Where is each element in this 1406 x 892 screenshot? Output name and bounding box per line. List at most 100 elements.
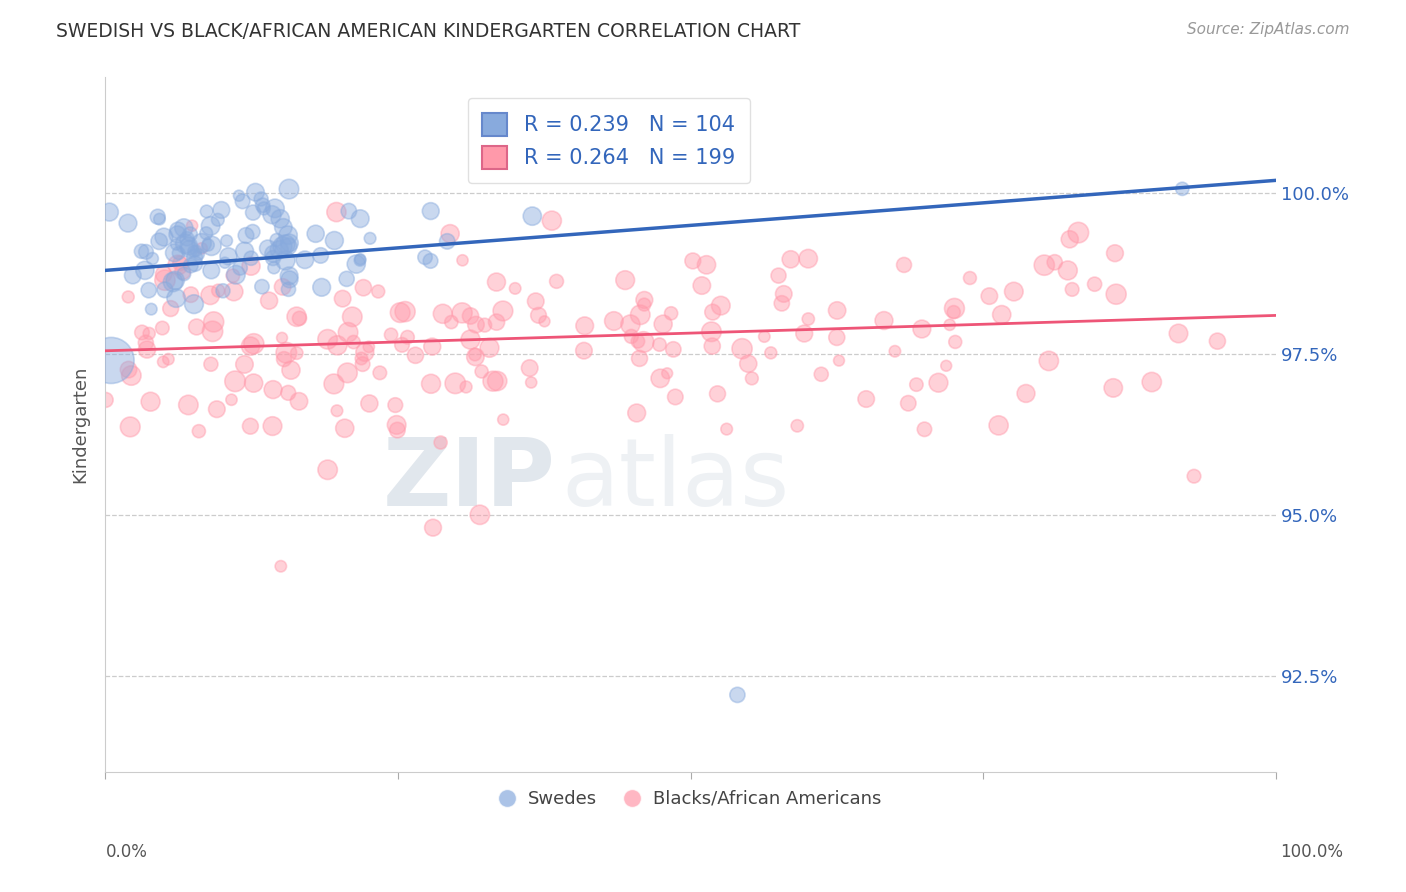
Text: SWEDISH VS BLACK/AFRICAN AMERICAN KINDERGARTEN CORRELATION CHART: SWEDISH VS BLACK/AFRICAN AMERICAN KINDER…: [56, 22, 800, 41]
Point: [146, 210, 169, 224]
Text: 100.0%: 100.0%: [1279, 843, 1343, 861]
Point: [1062, 282, 1084, 296]
Point: [359, 396, 381, 410]
Point: [619, 318, 641, 332]
Point: [262, 383, 284, 397]
Point: [135, 244, 157, 259]
Point: [165, 273, 187, 287]
Point: [159, 301, 181, 316]
Legend: Swedes, Blacks/African Americans: Swedes, Blacks/African Americans: [492, 782, 889, 815]
Point: [1067, 226, 1090, 240]
Point: [1084, 277, 1107, 292]
Point: [169, 256, 191, 270]
Point: [173, 267, 195, 281]
Point: [311, 280, 333, 294]
Point: [492, 412, 515, 426]
Point: [157, 352, 180, 367]
Point: [183, 297, 205, 311]
Point: [141, 252, 163, 266]
Point: [474, 318, 496, 332]
Point: [710, 299, 733, 313]
Point: [460, 333, 482, 347]
Point: [326, 403, 349, 417]
Point: [269, 211, 291, 226]
Point: [179, 242, 201, 256]
Point: [218, 249, 240, 263]
Point: [702, 339, 724, 353]
Point: [419, 253, 441, 268]
Point: [990, 308, 1012, 322]
Point: [893, 258, 915, 272]
Point: [349, 252, 371, 267]
Point: [524, 294, 547, 309]
Point: [1056, 263, 1078, 277]
Point: [460, 309, 482, 323]
Point: [167, 223, 190, 237]
Point: [121, 268, 143, 283]
Point: [277, 385, 299, 400]
Point: [100, 353, 122, 368]
Point: [224, 374, 246, 388]
Point: [183, 244, 205, 259]
Point: [628, 308, 651, 322]
Point: [326, 338, 349, 352]
Point: [184, 257, 207, 271]
Point: [148, 212, 170, 227]
Point: [245, 186, 267, 200]
Point: [628, 351, 651, 366]
Point: [1167, 326, 1189, 341]
Point: [391, 338, 413, 352]
Point: [138, 283, 160, 297]
Point: [1015, 386, 1038, 401]
Point: [262, 251, 284, 265]
Point: [659, 306, 682, 320]
Point: [520, 376, 543, 390]
Point: [200, 219, 222, 233]
Point: [541, 213, 564, 227]
Point: [276, 345, 298, 359]
Point: [451, 306, 474, 320]
Point: [404, 348, 426, 362]
Point: [152, 355, 174, 369]
Point: [278, 182, 301, 196]
Point: [349, 211, 371, 226]
Point: [772, 287, 794, 301]
Text: 0.0%: 0.0%: [105, 843, 148, 861]
Point: [337, 204, 360, 219]
Point: [546, 274, 568, 288]
Point: [420, 340, 443, 354]
Point: [633, 293, 655, 307]
Point: [134, 263, 156, 277]
Point: [183, 250, 205, 264]
Point: [1105, 287, 1128, 301]
Point: [350, 351, 373, 366]
Point: [285, 346, 308, 360]
Point: [269, 243, 291, 257]
Point: [232, 194, 254, 209]
Point: [825, 303, 848, 318]
Point: [942, 305, 965, 319]
Point: [368, 366, 391, 380]
Point: [180, 259, 202, 273]
Point: [209, 202, 232, 217]
Point: [184, 244, 207, 258]
Point: [166, 227, 188, 242]
Point: [349, 253, 371, 268]
Point: [897, 396, 920, 410]
Point: [357, 340, 380, 354]
Point: [344, 257, 367, 271]
Point: [221, 392, 243, 407]
Point: [135, 335, 157, 350]
Point: [522, 209, 544, 223]
Point: [1059, 232, 1081, 246]
Point: [271, 239, 294, 253]
Point: [429, 435, 451, 450]
Point: [627, 334, 650, 349]
Point: [648, 337, 671, 351]
Point: [797, 252, 820, 266]
Point: [240, 259, 263, 273]
Point: [884, 344, 907, 359]
Point: [153, 283, 176, 297]
Point: [190, 236, 212, 251]
Point: [465, 318, 488, 332]
